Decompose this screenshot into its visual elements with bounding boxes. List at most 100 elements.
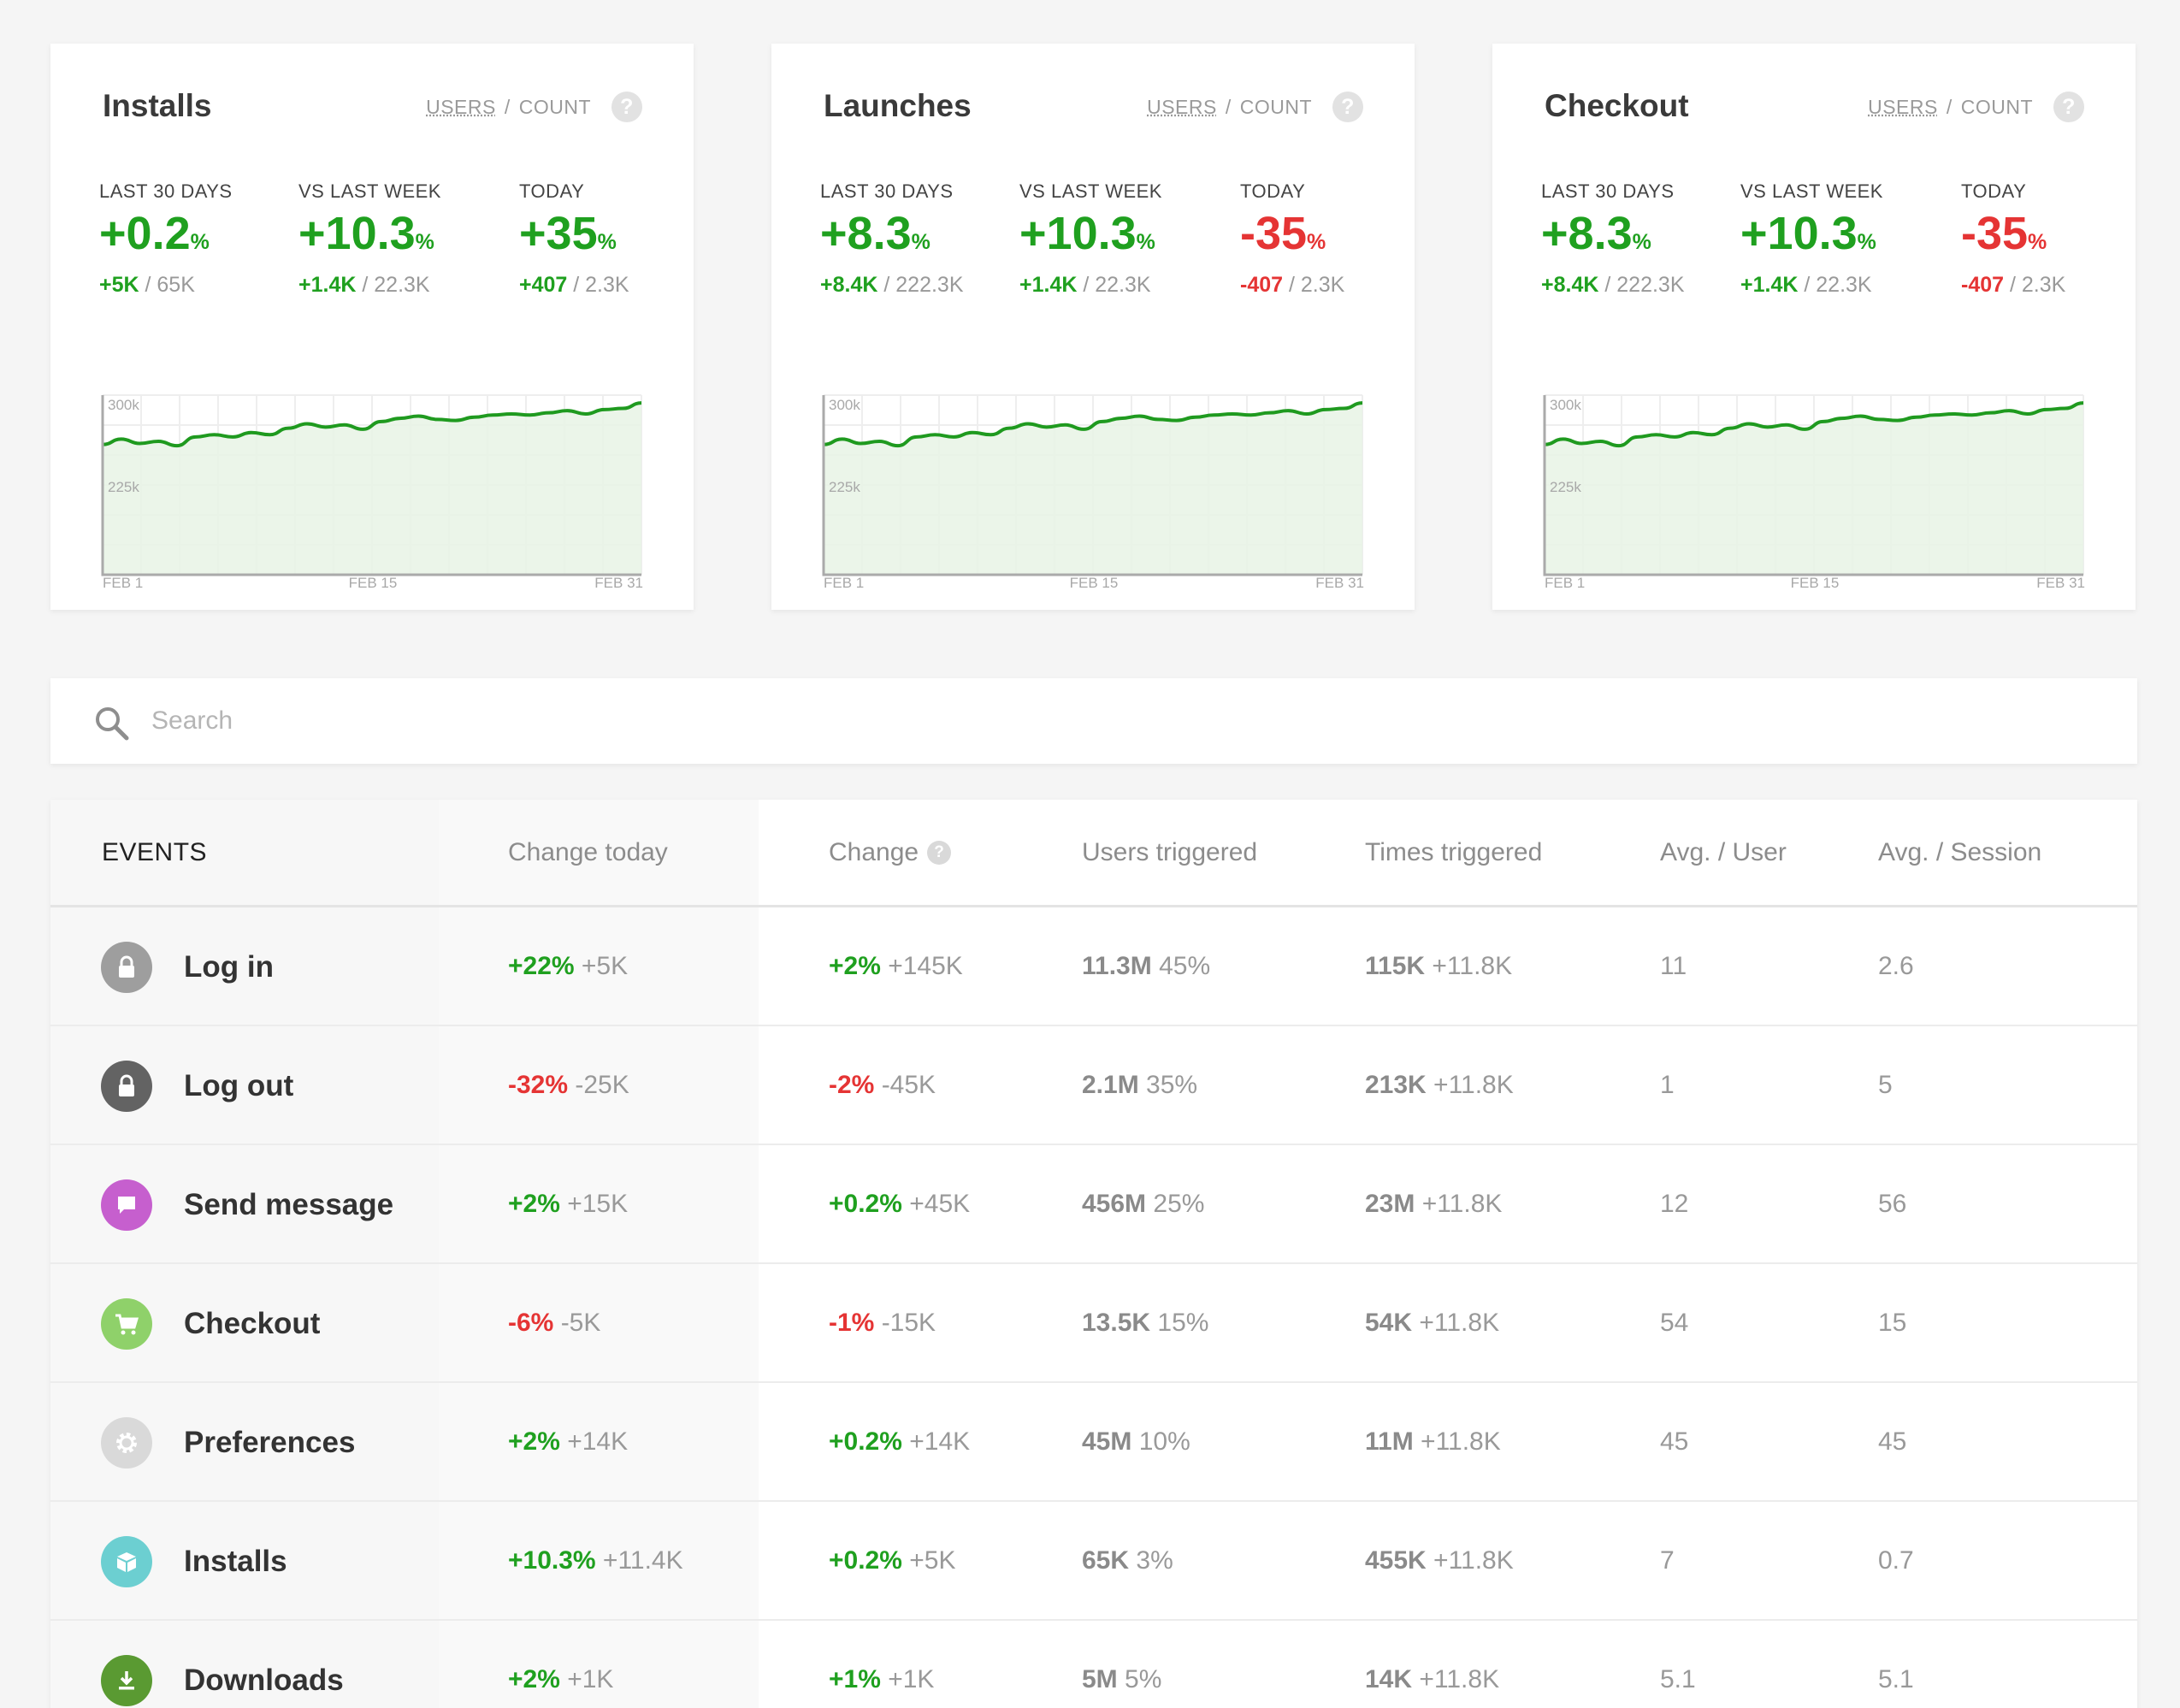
y-tick-label: 300k: [829, 397, 860, 413]
help-icon[interactable]: ?: [2053, 92, 2084, 122]
x-tick-label: FEB 15: [349, 575, 398, 589]
event-name[interactable]: Send message: [184, 1188, 393, 1222]
stat-block: LAST 30 DAYS +8.3% +8.4K / 222.3K: [820, 180, 964, 298]
table-header: EVENTS Change today Change? Users trigge…: [50, 800, 2137, 907]
unit-count-toggle[interactable]: COUNT: [519, 96, 591, 119]
times-triggered-cell: 213K +11.8K: [1365, 1071, 1514, 1100]
times-triggered-cell-sub: +11.8K: [1415, 1190, 1502, 1218]
header-times-triggered[interactable]: Times triggered: [1365, 838, 1542, 867]
event-name[interactable]: Installs: [184, 1545, 287, 1579]
stat-subvalue: +407 / 2.3K: [519, 273, 629, 298]
times-triggered-cell: 23M +11.8K: [1365, 1190, 1502, 1219]
table-row[interactable]: Checkout -6% -5K -1% -15K 13.5K 15% 54K +11.…: [50, 1264, 2137, 1383]
unit-users-toggle[interactable]: USERS: [1147, 96, 1217, 119]
event-name[interactable]: Preferences: [184, 1426, 355, 1460]
users-triggered-cell-main: 45M: [1082, 1427, 1131, 1456]
card-title: Checkout: [1545, 88, 1689, 124]
change-today-cell: +2% +15K: [508, 1190, 628, 1219]
event-name[interactable]: Checkout: [184, 1307, 320, 1341]
change-today-cell-sub: +15K: [560, 1190, 628, 1218]
event-name[interactable]: Log in: [184, 950, 274, 984]
table-row[interactable]: Send message +2% +15K +0.2% +45K 456M 25% 23…: [50, 1145, 2137, 1264]
event-name[interactable]: Downloads: [184, 1664, 344, 1698]
table-row[interactable]: Installs +10.3% +11.4K +0.2% +5K 65K 3% 455K…: [50, 1502, 2137, 1621]
stat-subvalue: +1.4K / 22.3K: [298, 273, 441, 298]
stat-block: TODAY +35% +407 / 2.3K: [519, 180, 629, 298]
search-input[interactable]: [151, 697, 2033, 745]
stat-value-number: -35: [1240, 208, 1307, 259]
stat-total: / 2.3K: [2004, 273, 2065, 297]
stat-value-number: +8.3: [1541, 208, 1633, 259]
stat-value-unit: %: [191, 230, 210, 254]
change-cell: -2% -45K: [829, 1071, 936, 1100]
change-today-cell-main: +2%: [508, 1665, 560, 1693]
stat-value: -35%: [1240, 208, 1344, 268]
stat-value: +8.3%: [820, 208, 964, 268]
stat-value: +10.3%: [298, 208, 441, 268]
card-title: Launches: [824, 88, 972, 124]
stat-block: LAST 30 DAYS +0.2% +5K / 65K: [99, 180, 233, 298]
event-name[interactable]: Log out: [184, 1069, 293, 1103]
header-change[interactable]: Change?: [829, 838, 951, 867]
users-triggered-cell: 65K 3%: [1082, 1546, 1173, 1575]
gear-icon: [101, 1417, 152, 1469]
y-tick-label: 300k: [1550, 397, 1581, 413]
lock-icon: [101, 942, 152, 993]
times-triggered-cell: 115K +11.8K: [1365, 952, 1512, 981]
stat-label: LAST 30 DAYS: [820, 180, 964, 203]
table-row[interactable]: Log in +22% +5K +2% +145K 11.3M 45% 115K +11…: [50, 907, 2137, 1026]
table-row[interactable]: Log out -32% -25K -2% -45K 2.1M 35% 213K +11…: [50, 1026, 2137, 1145]
stat-value-unit: %: [416, 230, 434, 254]
unit-count-toggle[interactable]: COUNT: [1240, 96, 1312, 119]
times-triggered-cell-main: 115K: [1365, 952, 1425, 980]
header-avg-session[interactable]: Avg. / Session: [1878, 838, 2041, 867]
stat-delta: +5K: [99, 273, 139, 297]
help-icon[interactable]: ?: [1332, 92, 1363, 122]
users-triggered-cell-main: 2.1M: [1082, 1071, 1139, 1099]
users-triggered-cell-main: 5M: [1082, 1665, 1118, 1693]
stat-block: LAST 30 DAYS +8.3% +8.4K / 222.3K: [1541, 180, 1685, 298]
stat-value: +0.2%: [99, 208, 233, 268]
stat-label: VS LAST WEEK: [1019, 180, 1162, 203]
stat-value: +10.3%: [1740, 208, 1883, 268]
stat-subvalue: +1.4K / 22.3K: [1019, 273, 1162, 298]
times-triggered-cell-main: 213K: [1365, 1071, 1427, 1099]
sparkline-area: [103, 403, 641, 575]
table-row[interactable]: Downloads +2% +1K +1% +1K 5M 5% 14K +11.8K 5.…: [50, 1621, 2137, 1708]
change-cell-sub: -15K: [874, 1309, 936, 1337]
stat-subvalue: -407 / 2.3K: [1961, 273, 2065, 298]
users-triggered-cell-sub: 10%: [1131, 1427, 1190, 1456]
message-icon: [101, 1179, 152, 1231]
change-cell-main: -1%: [829, 1309, 874, 1337]
header-times-triggered-label: Times triggered: [1365, 838, 1542, 867]
card-title: Installs: [103, 88, 212, 124]
x-tick-label: FEB 1: [103, 575, 143, 589]
header-users-triggered[interactable]: Users triggered: [1082, 838, 1257, 867]
stat-block: TODAY -35% -407 / 2.3K: [1240, 180, 1344, 298]
times-triggered-cell-sub: +11.8K: [1414, 1427, 1501, 1456]
stat-label: TODAY: [1240, 180, 1344, 203]
users-triggered-cell: 13.5K 15%: [1082, 1309, 1208, 1338]
x-tick-label: FEB 1: [1545, 575, 1585, 589]
avg-session-cell: 2.6: [1878, 952, 1914, 981]
change-help-icon[interactable]: ?: [927, 841, 951, 865]
times-triggered-cell-main: 455K: [1365, 1546, 1427, 1575]
change-today-cell: +2% +14K: [508, 1427, 628, 1457]
x-tick-label: FEB 31: [2036, 575, 2085, 589]
header-events[interactable]: EVENTS: [102, 838, 207, 867]
stat-total: / 2.3K: [567, 273, 629, 297]
change-today-cell: +22% +5K: [508, 952, 628, 981]
stat-subvalue: +8.4K / 222.3K: [820, 273, 964, 298]
help-icon[interactable]: ?: [611, 92, 642, 122]
unit-users-toggle[interactable]: USERS: [426, 96, 496, 119]
sparkline-chart: 300k 225k FEB 1 FEB 15 FEB 31: [101, 350, 645, 589]
unit-users-toggle[interactable]: USERS: [1868, 96, 1938, 119]
table-row[interactable]: Preferences +2% +14K +0.2% +14K 45M 10% 11M …: [50, 1383, 2137, 1502]
stat-total: / 22.3K: [356, 273, 429, 297]
unit-count-toggle[interactable]: COUNT: [1961, 96, 2033, 119]
y-tick-label: 300k: [108, 397, 139, 413]
unit-toggle: USERS / COUNT?: [426, 92, 642, 122]
header-avg-user[interactable]: Avg. / User: [1660, 838, 1787, 867]
x-tick-label: FEB 31: [1315, 575, 1364, 589]
header-change-today[interactable]: Change today: [508, 838, 668, 867]
